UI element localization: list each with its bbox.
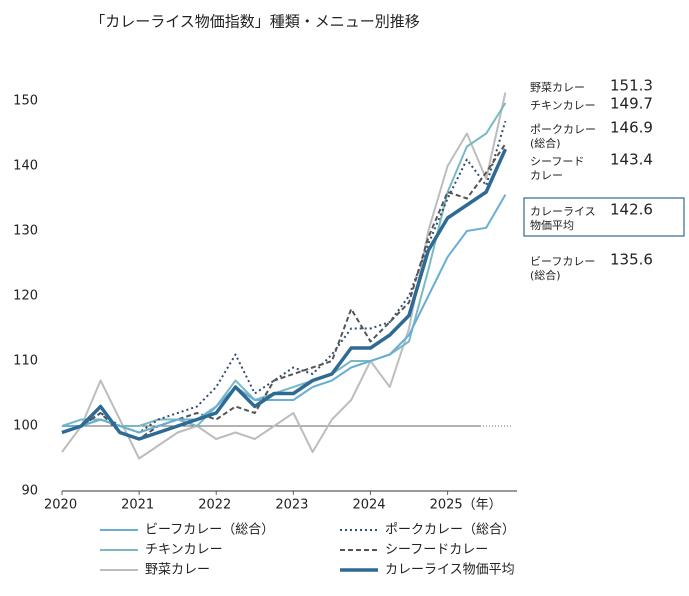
end-label: 野菜カレー [530,81,585,94]
end-value: 149.7 [610,95,653,113]
end-label: (総合) [530,136,561,150]
y-tick-label: 100 [13,419,38,434]
legend-label: 野菜カレー [145,563,210,578]
legend-label: ビーフカレー（総合） [145,523,274,538]
y-tick-label: 90 [21,484,38,499]
x-tick-label: 2024 [352,498,385,513]
end-value: 146.9 [610,119,653,137]
x-tick-label: 2023 [275,498,308,513]
series-line [61,102,507,427]
series-line [62,194,507,434]
x-tick-label: 2022 [198,498,231,513]
legend-label: カレーライス物価平均 [385,563,515,578]
y-tick-label: 120 [13,289,38,304]
end-label: チキンカレー [530,99,596,112]
end-value: 135.6 [610,251,653,269]
end-label: ビーフカレー [530,255,595,268]
x-tick-label: 2025（年） [430,498,502,513]
end-label: ポークカレー [530,123,596,136]
legend-label: チキンカレー [145,543,223,558]
series-line [61,92,507,460]
chart-title: 「カレーライス物価指数」種類・メニュー別推移 [90,13,420,31]
end-label: (総合) [530,268,561,282]
y-tick-label: 110 [13,354,38,369]
end-label: カレーライス [530,205,596,218]
legend-label: シーフードカレー [385,543,488,558]
series-line [61,143,507,440]
legend-label: ポークカレー（総合） [385,523,515,538]
y-tick-label: 140 [13,159,38,174]
end-label-box [523,197,685,237]
end-value: 151.3 [610,77,653,95]
series-line [61,148,507,441]
end-value: 143.4 [610,151,653,169]
end-label: 物価平均 [530,218,574,232]
end-value: 142.6 [610,201,653,219]
x-tick-label: 2021 [121,498,154,513]
y-tick-label: 150 [13,94,38,109]
end-label: シーフード [530,155,584,168]
y-tick-label: 130 [13,224,38,239]
end-label: カレー [530,169,563,182]
x-tick-label: 2020 [44,498,77,513]
